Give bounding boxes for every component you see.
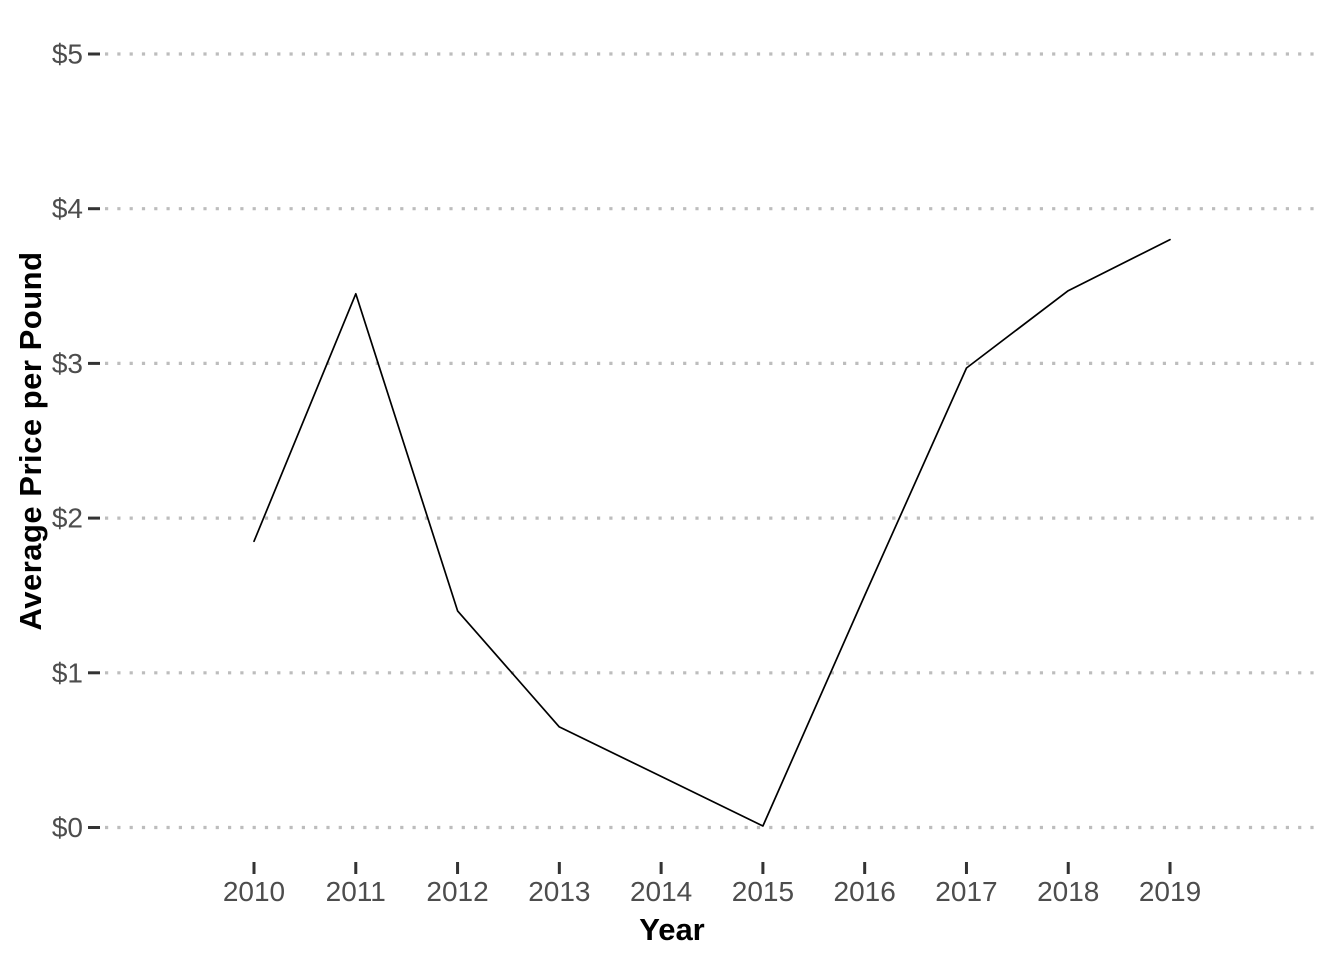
- x-tick-label: 2010: [223, 876, 285, 907]
- x-tick-label: 2018: [1037, 876, 1099, 907]
- x-axis-title: Year: [639, 912, 705, 947]
- x-tick-label: 2015: [732, 876, 794, 907]
- y-axis-title-text: Average Price per Pound: [13, 251, 48, 631]
- y-tick-label: $1: [52, 657, 83, 688]
- y-tick-label: $0: [52, 812, 83, 843]
- x-tick-label: 2017: [935, 876, 997, 907]
- x-tick-label: 2012: [426, 876, 488, 907]
- x-tick-label: 2013: [528, 876, 590, 907]
- y-tick-label: $3: [52, 348, 83, 379]
- y-tick-label: $4: [52, 193, 83, 224]
- y-tick-label: $2: [52, 503, 83, 534]
- x-tick-label: 2014: [630, 876, 692, 907]
- x-tick-label: 2019: [1139, 876, 1201, 907]
- x-tick-label: 2011: [326, 876, 386, 907]
- y-tick-label: $5: [52, 39, 83, 70]
- x-tick-label: 2016: [834, 876, 896, 907]
- data-line: [253, 238, 1171, 827]
